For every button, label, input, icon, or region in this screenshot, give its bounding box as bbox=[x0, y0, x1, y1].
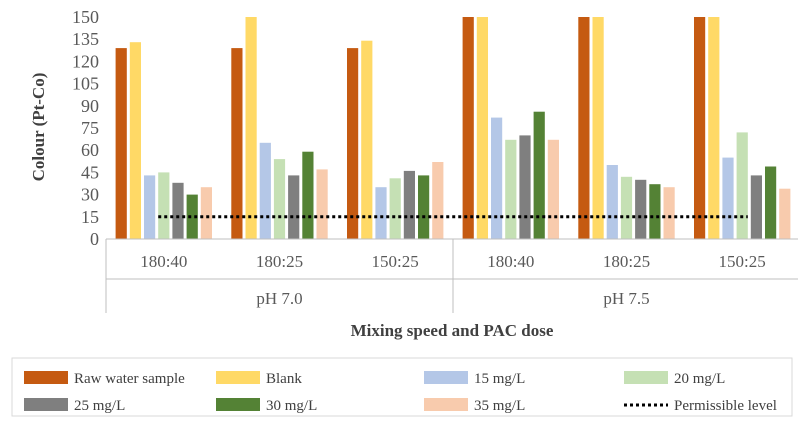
x-category-label: 180:25 bbox=[256, 252, 303, 271]
bar bbox=[231, 48, 243, 239]
y-tick-label: 45 bbox=[81, 162, 99, 182]
y-tick-label: 120 bbox=[72, 51, 99, 71]
bar bbox=[288, 175, 300, 239]
bar bbox=[144, 175, 156, 239]
legend-label: 15 mg/L bbox=[474, 371, 525, 387]
bar bbox=[519, 135, 531, 239]
bar bbox=[635, 179, 647, 239]
bar bbox=[533, 111, 545, 239]
x-category-label: 180:40 bbox=[487, 252, 534, 271]
bars bbox=[115, 17, 791, 240]
bar bbox=[115, 48, 127, 239]
bar bbox=[316, 169, 328, 239]
bar bbox=[606, 165, 618, 239]
bar bbox=[547, 139, 559, 239]
bar bbox=[592, 17, 604, 239]
legend-swatch bbox=[216, 398, 260, 411]
legend-label: Permissible level bbox=[674, 398, 777, 414]
bar bbox=[432, 162, 444, 239]
bar bbox=[389, 178, 401, 239]
y-tick-label: 0 bbox=[90, 229, 99, 249]
bar bbox=[172, 182, 184, 239]
legend-swatch bbox=[24, 398, 68, 411]
bar bbox=[129, 42, 141, 240]
bar bbox=[186, 194, 198, 239]
bar bbox=[259, 142, 271, 239]
bar bbox=[779, 188, 791, 239]
x-axis: 180:40 180:25 150:25 180:40 180:25 150:25 pH 7… bbox=[105, 238, 798, 313]
legend-box bbox=[11, 357, 793, 417]
legend-swatch bbox=[424, 371, 468, 384]
bar bbox=[302, 151, 314, 239]
y-tick-label: 15 bbox=[81, 207, 99, 227]
y-tick-label: 60 bbox=[81, 140, 99, 160]
bar bbox=[418, 175, 430, 239]
bar bbox=[620, 176, 633, 239]
x-category-label: 150:25 bbox=[372, 252, 419, 271]
legend-label: 20 mg/L bbox=[674, 371, 725, 387]
bar bbox=[347, 48, 359, 239]
x-category-label: 180:25 bbox=[603, 252, 650, 271]
legend-swatch bbox=[424, 398, 468, 411]
bar bbox=[200, 187, 212, 239]
bar bbox=[462, 17, 474, 239]
bar bbox=[663, 187, 675, 239]
x-axis-title: Mixing speed and PAC dose bbox=[351, 321, 554, 340]
y-tick-label: 30 bbox=[81, 185, 99, 205]
legend-label: Raw water sample bbox=[74, 371, 185, 387]
bar bbox=[158, 172, 170, 239]
bar bbox=[708, 17, 720, 239]
bar bbox=[476, 17, 488, 239]
x-group-label: pH 7.0 bbox=[256, 289, 302, 308]
x-category-label: 150:25 bbox=[719, 252, 766, 271]
legend-label: 30 mg/L bbox=[266, 398, 317, 414]
y-tick-label: 105 bbox=[72, 74, 99, 94]
bar bbox=[403, 170, 415, 239]
bar bbox=[578, 17, 590, 239]
bar bbox=[245, 17, 257, 239]
bar bbox=[361, 40, 373, 240]
bar bbox=[722, 157, 734, 239]
x-category-label: 180:40 bbox=[140, 252, 187, 271]
bar bbox=[649, 184, 661, 239]
legend-label: 25 mg/L bbox=[74, 398, 125, 414]
legend-label: Blank bbox=[266, 371, 302, 387]
y-tick-label: 135 bbox=[72, 29, 99, 49]
bar bbox=[375, 187, 387, 239]
legend-swatch bbox=[624, 371, 668, 384]
bar bbox=[505, 139, 517, 239]
y-axis-title: Colour (Pt-Co) bbox=[29, 73, 48, 182]
bar bbox=[750, 175, 762, 239]
y-tick-label: 90 bbox=[81, 96, 99, 116]
bar bbox=[491, 117, 503, 239]
y-tick-label: 150 bbox=[72, 7, 99, 27]
bar bbox=[694, 17, 706, 239]
bar bbox=[273, 159, 286, 239]
legend-swatch bbox=[216, 371, 260, 384]
legend-label: 35 mg/L bbox=[474, 398, 525, 414]
bar bbox=[736, 132, 748, 239]
legend-swatch bbox=[24, 371, 68, 384]
x-group-label: pH 7.5 bbox=[603, 289, 649, 308]
bar bbox=[765, 166, 777, 239]
y-tick-label: 75 bbox=[81, 118, 99, 138]
legend: Raw water sample Blank 15 mg/L 20 mg/L 25 mg… bbox=[11, 357, 793, 417]
